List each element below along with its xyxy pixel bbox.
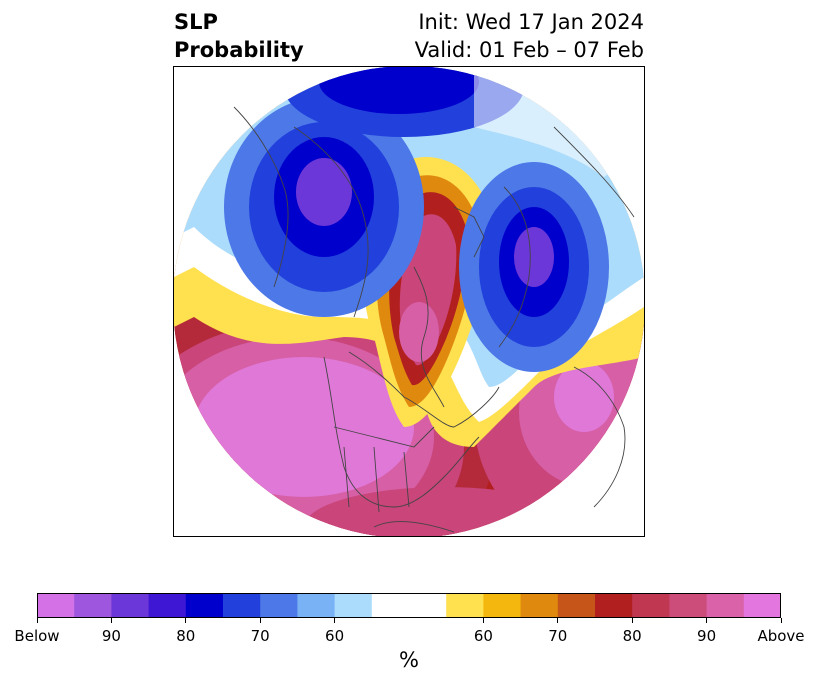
colorbar-tick	[780, 618, 782, 623]
map-title: SLP Probability	[174, 8, 304, 64]
southern-band	[304, 487, 584, 536]
colorbar-swatch	[483, 593, 522, 618]
colorbar-frame	[37, 593, 781, 618]
colorbar-swatch	[334, 593, 373, 618]
colorbar-tick-label: 70	[548, 627, 568, 645]
colorbar-tick-label: Below	[14, 627, 60, 645]
colorbar-swatch	[371, 593, 410, 618]
probability-map	[173, 66, 645, 537]
colorbar-tick	[557, 618, 559, 623]
coastline	[373, 521, 455, 533]
colorbar-swatch	[111, 593, 150, 618]
title-subtitle: Probability	[174, 38, 304, 62]
coastline	[573, 366, 626, 508]
colorbar-tick	[334, 618, 336, 623]
border	[333, 426, 435, 448]
colorbar-swatch	[297, 593, 336, 618]
colorbar-units: %	[399, 648, 419, 672]
colorbar-tick	[706, 618, 708, 623]
colorbar-tick-label: 80	[176, 627, 196, 645]
coastline	[233, 106, 289, 288]
colorbar	[37, 593, 782, 618]
valid-range: Valid: 01 Feb – 07 Feb	[414, 38, 644, 62]
map-canvas	[174, 67, 644, 536]
colorbar-swatch	[409, 593, 447, 618]
coastline	[348, 351, 500, 428]
colorbar-tick-label: 60	[325, 627, 345, 645]
colorbar-tick-label: 90	[697, 627, 717, 645]
colorbar-tick-label: 90	[101, 627, 121, 645]
probability-field	[174, 67, 644, 536]
colorbar-swatch	[185, 593, 224, 618]
atlantic-high-core	[554, 362, 614, 432]
pacific-high-core	[254, 392, 374, 452]
colorbar-swatches	[37, 593, 782, 618]
colorbar-swatch	[260, 593, 298, 618]
coastline	[553, 126, 635, 218]
init-date: Init: Wed 17 Jan 2024	[418, 10, 644, 34]
coastline	[413, 266, 445, 408]
colorbar-swatch	[632, 593, 670, 618]
colorbar-tick-label: 70	[250, 627, 270, 645]
colorbar-tick	[185, 618, 187, 623]
colorbar-tick	[259, 618, 261, 623]
coastline	[323, 356, 480, 508]
siberia-low-core	[296, 158, 352, 226]
colorbar-tick	[110, 618, 112, 623]
colorbar-tick	[36, 618, 38, 623]
arctic-high-core	[399, 302, 439, 362]
forecast-dates: Init: Wed 17 Jan 2024 Valid: 01 Feb – 07…	[415, 8, 644, 64]
colorbar-swatch	[520, 593, 559, 618]
coastline	[293, 126, 369, 318]
colorbar-swatch	[148, 593, 187, 618]
colorbar-tick-label: 80	[622, 627, 642, 645]
north-low-core	[319, 67, 479, 114]
colorbar-swatch	[446, 593, 484, 618]
europe-low-core	[514, 227, 554, 287]
colorbar-tick-label: 60	[473, 627, 493, 645]
coastlines	[233, 106, 635, 533]
colorbar-swatch	[595, 593, 633, 618]
border	[453, 206, 485, 258]
coastline	[498, 186, 531, 348]
title-variable: SLP	[174, 10, 218, 34]
colorbar-swatch	[37, 593, 75, 618]
colorbar-swatch	[557, 593, 596, 618]
colorbar-tick-label: Above	[757, 627, 805, 645]
colorbar-tick	[631, 618, 633, 623]
colorbar-swatch	[223, 593, 261, 618]
colorbar-swatch	[669, 593, 708, 618]
border	[343, 446, 410, 513]
colorbar-tick	[482, 618, 484, 623]
colorbar-swatch	[74, 593, 112, 618]
colorbar-swatch	[743, 593, 782, 618]
colorbar-swatch	[706, 593, 745, 618]
